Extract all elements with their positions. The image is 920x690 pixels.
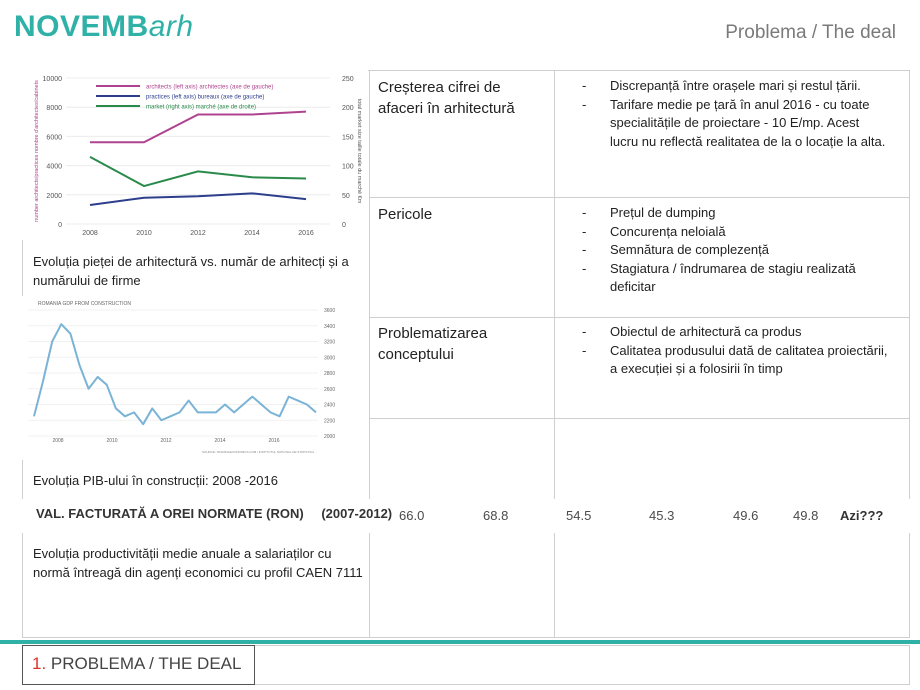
chart3-caption: Evoluția productivității medie anuale a … (33, 546, 363, 580)
y2-tick-label: 150 (342, 134, 354, 141)
hourly-rate-value: 45.3 (649, 508, 675, 523)
bullet-item: Stagiatura / îndrumarea de stagiu realiz… (578, 260, 888, 297)
y-tick-label: 2000 (46, 193, 62, 200)
chart2-caption: Evoluția PIB-ului în construcții: 2008 -… (33, 473, 278, 488)
row-label-growth: Creșterea cifrei de afaceri în arhitectu… (378, 79, 515, 117)
legend-label: architects (left axis) architectes (axe … (146, 85, 273, 91)
y-tick-label: 2200 (324, 418, 335, 424)
section-label[interactable]: 1. PROBLEMA / THE DEAL (22, 645, 255, 685)
architecture-market-chart: 0 2000 4000 6000 8000 10000 0 50 100 150 200 250 200… (22, 70, 368, 240)
y-tick-label: 0 (58, 222, 62, 229)
bullet-item: Calitatea produsului dată de calitatea p… (578, 342, 888, 379)
y2-tick-label: 50 (342, 193, 350, 200)
y-tick-label: 2600 (324, 387, 335, 393)
row-divider (369, 197, 909, 198)
x-tick-label: 2010 (136, 230, 152, 237)
y-tick-label: 3400 (324, 324, 335, 330)
hourly-rate-value: 68.8 (483, 508, 509, 523)
x-tick-label: 2012 (190, 230, 206, 237)
y-tick-label: 3000 (324, 355, 335, 361)
y2-tick-label: 0 (342, 222, 346, 229)
y2-tick-label: 250 (342, 76, 354, 83)
y-tick-label: 3600 (324, 308, 335, 314)
y2-tick-label: 200 (342, 105, 354, 112)
bullet-item: Concurența neloială (578, 223, 888, 242)
y-tick-label: 6000 (46, 134, 62, 141)
bullet-item: Obiectul de arhitectură ca produs (578, 323, 888, 342)
y-tick-label: 2800 (324, 371, 335, 377)
x-tick-label: 2014 (244, 230, 260, 237)
bullet-list-concept: Obiectul de arhitectură ca produs Calita… (578, 323, 888, 379)
content-grid: Creșterea cifrei de afaceri în arhitectu… (22, 70, 910, 638)
legend-label: practices (left axis) bureaux (axe de ga… (146, 95, 264, 101)
column-divider (554, 71, 555, 637)
y-tick-label: 2000 (324, 434, 335, 440)
y2-axis-label: total market size taille totale du march… (356, 99, 362, 204)
y-axis-label: number architects/practices nombre d'arc… (34, 80, 40, 222)
hourly-rate-strip: VAL. FACTURATĂ A OREI NORMATE (RON) (200… (22, 499, 910, 533)
footer-frame (255, 645, 910, 685)
gdp-construction-chart: ROMANIA GDP FROM CONSTRUCTION 3600 3400 320… (22, 296, 368, 460)
chart-source: SOURCE: TRADINGECONOMICS.COM | INSTITUTU… (202, 450, 314, 454)
x-tick-label: 2010 (106, 438, 117, 444)
y-tick-label: 2400 (324, 403, 335, 409)
chart-title: ROMANIA GDP FROM CONSTRUCTION (38, 301, 131, 307)
brand-logo: NOVEMBarh (14, 10, 194, 43)
x-tick-label: 2008 (52, 438, 63, 444)
y-tick-label: 10000 (43, 76, 63, 83)
row-label-concept: Problematizarea conceptului (378, 325, 488, 363)
y2-tick-label: 100 (342, 164, 354, 171)
series-line (89, 155, 307, 188)
hourly-rate-value: 66.0 (399, 508, 425, 523)
y-tick-label: 3200 (324, 340, 335, 346)
bullet-item: Discrepanță între orașele mari și restul… (578, 77, 888, 96)
footer-accent-bar (0, 640, 920, 644)
series-line (89, 192, 307, 207)
bullet-item: Tarifare medie pe țară în anul 2016 - cu… (578, 96, 888, 152)
chart1-caption: Evoluția pieței de arhitectură vs. număr… (33, 254, 349, 288)
hourly-rate-today: Azi??? (840, 508, 884, 523)
row-label-dangers: Pericole (378, 206, 433, 223)
x-tick-label: 2012 (160, 438, 171, 444)
bullet-list-growth: Discrepanță între orașele mari și restul… (578, 77, 888, 151)
bullet-item: Prețul de dumping (578, 204, 888, 223)
hourly-rate-title: VAL. FACTURATĂ A OREI NORMATE (RON) (200… (36, 506, 393, 521)
row-divider (369, 418, 909, 419)
hourly-rate-value: 49.6 (733, 508, 759, 523)
legend-label: market (right axis) marché (axe de droit… (146, 105, 256, 111)
x-tick-label: 2008 (82, 230, 98, 237)
x-tick-label: 2016 (268, 438, 279, 444)
column-divider (369, 71, 370, 637)
y-tick-label: 8000 (46, 105, 62, 112)
series-line (90, 110, 307, 144)
x-tick-label: 2016 (298, 230, 314, 237)
page-title: Problema / The deal (725, 22, 896, 43)
row-divider (369, 317, 909, 318)
series-line (33, 323, 317, 426)
x-tick-label: 2014 (214, 438, 225, 444)
hourly-rate-value: 49.8 (793, 508, 819, 523)
y-tick-label: 4000 (46, 164, 62, 171)
bullet-list-dangers: Prețul de dumping Concurența neloială Se… (578, 204, 888, 297)
hourly-rate-value: 54.5 (566, 508, 592, 523)
bullet-item: Semnătura de complezență (578, 241, 888, 260)
